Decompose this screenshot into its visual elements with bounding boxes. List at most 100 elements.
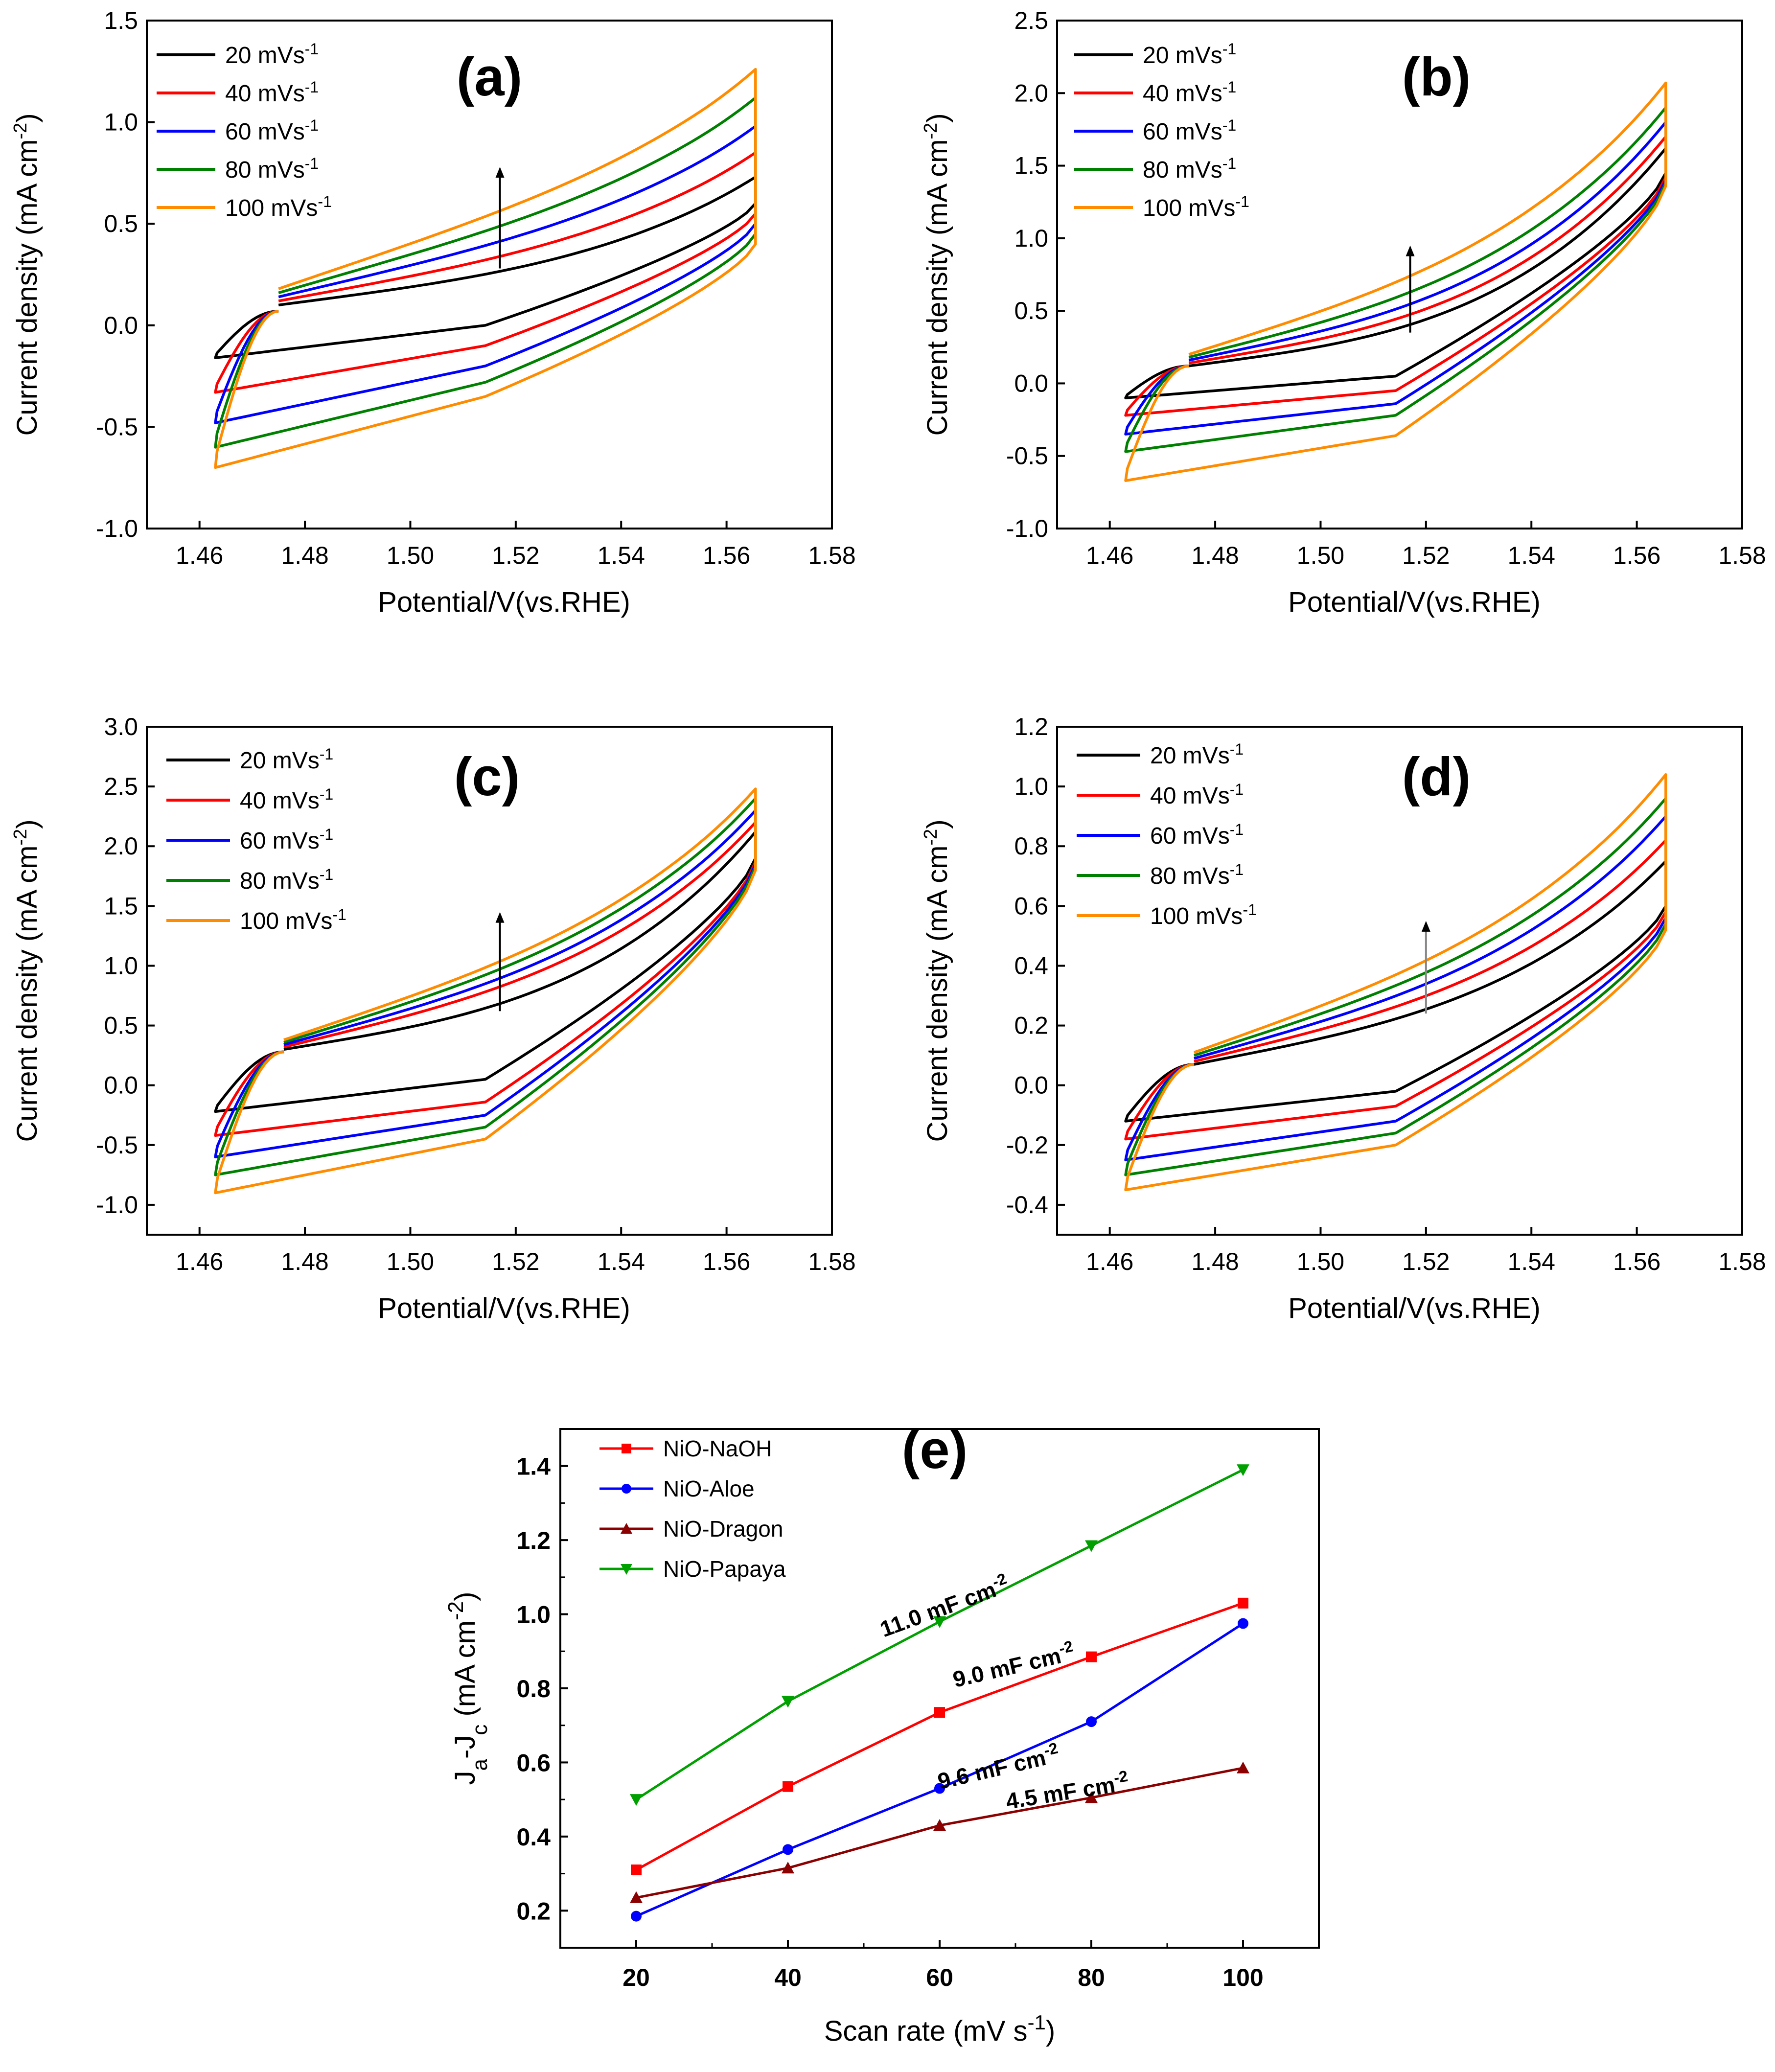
y-tick-label: 0.5 [1014, 297, 1048, 324]
legend-label-sup: -1 [305, 116, 319, 134]
legend-label-text: 40 mV [240, 788, 308, 814]
panel-b: -1.0 -0.5 0.0 0.5 1.0 1.5 2.0 2.5 1.46 1.48 1.50 1.… [921, 7, 1766, 618]
legend-label: 20 mVs-1 [1150, 740, 1244, 769]
slope-annotation-text: 11.0 mF cm [876, 1577, 999, 1642]
y-tick-label: 1.4 [516, 1453, 551, 1480]
cv-curve-d-0 [1124, 860, 1667, 1123]
legend-label: 60 mVs-1 [1150, 821, 1244, 849]
y-tick-label: 0.6 [516, 1749, 551, 1776]
x-tick-label: 1.56 [1613, 542, 1660, 569]
x-axis-label: Potential/V(vs.RHE) [378, 586, 630, 618]
legend-label: 40 mVs-1 [1150, 781, 1244, 809]
x-tick-label: 1.46 [176, 1248, 223, 1275]
legend-label-sup: -1 [1222, 116, 1236, 134]
x-tick-label: 1.48 [1191, 542, 1239, 569]
y-tick-label: 2.5 [1014, 7, 1048, 34]
legend-label-tail: s [1218, 863, 1230, 889]
legend-label-tail: s [306, 195, 318, 221]
legend-label: 60 mVs-1 [225, 116, 319, 145]
x-tick-label: 1.54 [1508, 1248, 1555, 1275]
x-axis-label: Potential/V(vs.RHE) [1288, 1292, 1541, 1324]
y-axis-label-end: ) [11, 113, 43, 122]
y-tick-label: 0.8 [516, 1675, 551, 1703]
legend-label: 40 mVs-1 [225, 78, 319, 107]
legend-label-tail: s [293, 119, 305, 145]
y-axis-label-text: Current density (mA cm [922, 139, 953, 436]
legend-label-text: 80 mV [1143, 157, 1211, 183]
x-tick-label: 1.50 [1297, 1248, 1344, 1275]
legend-label: 100 mVs-1 [1150, 901, 1257, 929]
x-axis-label-sup: -1 [1028, 2011, 1046, 2034]
slope-annotation-text: 9.0 mF cm [950, 1643, 1063, 1692]
cv-curve-a-0 [214, 175, 757, 359]
x-tick-label: 1.52 [1402, 542, 1450, 569]
y-axis-label-end: ) [922, 819, 953, 829]
y-axis-label-end: ) [11, 819, 43, 829]
legend-label: 100 mVs-1 [225, 193, 332, 221]
data-point [782, 1696, 794, 1708]
slope-annotation: 9.0 mF cm-2 [950, 1637, 1077, 1692]
data-point [782, 1862, 794, 1874]
legend-label-text: 20 mV [1150, 743, 1218, 769]
data-point [783, 1781, 793, 1792]
scan-rate-arrowhead [495, 166, 505, 178]
y-tick-label: 1.0 [104, 952, 138, 979]
cv-curve-b-2 [1124, 120, 1667, 436]
legend-label-text: 100 mV [225, 195, 306, 221]
legend-label-tail: s [1211, 43, 1222, 69]
panel-title: (b) [1402, 47, 1471, 107]
legend-label-sup: -1 [332, 906, 346, 923]
legend-label: 60 mVs-1 [240, 826, 333, 854]
legend-label-tail: s [293, 43, 305, 69]
y-axis-label-part: -J [449, 1735, 481, 1759]
y-axis-label-sup: -2 [10, 123, 31, 139]
data-point [631, 1911, 642, 1922]
legend-marker [621, 1523, 632, 1534]
x-tick-label: 1.52 [1402, 1248, 1450, 1275]
data-point [1237, 1761, 1249, 1773]
x-tick-label: 1.50 [387, 1248, 434, 1275]
legend-label-text: 60 mV [225, 119, 293, 145]
scan-rate-arrowhead [1406, 245, 1415, 256]
x-tick-label: 1.48 [281, 1248, 328, 1275]
x-tick-label: 60 [926, 1964, 953, 1991]
y-axis-label: Ja-Jc (mA cm-2) [444, 1592, 492, 1785]
legend-marker [622, 1444, 631, 1453]
y-tick-label: 0.0 [1014, 369, 1048, 397]
y-tick-label: 2.5 [104, 773, 138, 800]
x-tick-label: 1.52 [492, 1248, 539, 1275]
x-tick-label: 1.56 [1613, 1248, 1660, 1275]
data-point [1238, 1597, 1248, 1609]
y-tick-label: -0.5 [96, 413, 138, 440]
panel-d: -0.4 -0.2 0.0 0.2 0.4 0.6 0.8 1.0 1.2 1.46 1.48 1.5… [921, 713, 1766, 1324]
cv-curve-c-0 [214, 830, 757, 1113]
legend-label-sup: -1 [320, 866, 333, 883]
x-tick-label: 1.56 [703, 1248, 750, 1275]
legend-label: 20 mVs-1 [225, 40, 319, 69]
cv-curve-b-0 [1124, 147, 1667, 399]
data-point [630, 1891, 643, 1903]
data-point [1086, 1716, 1097, 1727]
plot-frame [146, 726, 833, 1236]
legend-label-sup: -1 [1222, 40, 1236, 58]
legend-label-text: 100 mV [240, 908, 321, 934]
y-axis-label-part: J [449, 1771, 481, 1785]
data-point [783, 1844, 793, 1855]
y-tick-label: 0.2 [1014, 1012, 1048, 1039]
legend-label-sup: -1 [320, 745, 333, 763]
slope-annotation: 11.0 mF cm-2 [876, 1569, 1013, 1642]
legend-label-sup: -1 [1230, 740, 1244, 758]
legend-label: 40 mVs-1 [240, 785, 333, 814]
y-tick-label: 1.0 [516, 1601, 551, 1629]
y-axis-label-part: ) [449, 1592, 481, 1601]
y-tick-label: 0.0 [104, 1072, 138, 1099]
x-tick-label: 1.48 [1191, 1248, 1239, 1275]
legend-label-sup: -1 [305, 155, 319, 172]
legend-label-tail: s [308, 748, 320, 774]
slope-annotation-sup: -2 [1112, 1767, 1129, 1787]
legend-label: NiO-Papaya [663, 1556, 786, 1582]
legend-label-tail: s [1218, 783, 1230, 809]
legend-label-sup: -1 [1235, 193, 1249, 210]
legend-label: 40 mVs-1 [1143, 78, 1236, 107]
